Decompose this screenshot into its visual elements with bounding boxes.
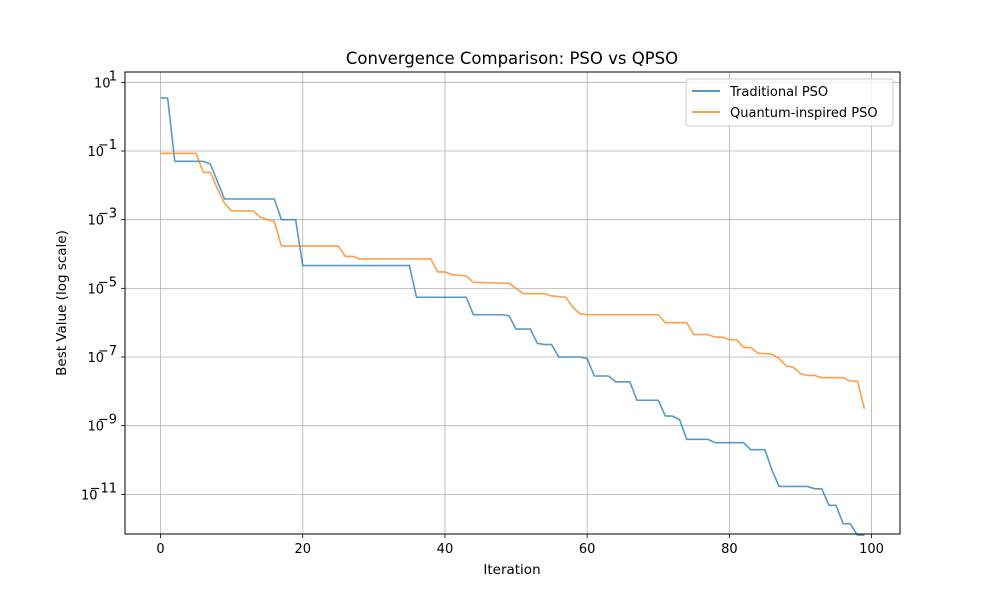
- x-tick-label: 20: [294, 542, 311, 557]
- y-tick-exponent: −5: [98, 275, 117, 290]
- y-tick-exponent: −9: [98, 413, 117, 428]
- y-tick-mantissa: 10: [87, 214, 104, 229]
- y-tick-mantissa: 10: [94, 76, 111, 91]
- plot-frame: [124, 71, 901, 535]
- x-tick-label: 60: [579, 542, 596, 557]
- y-tick-label: 10−11: [81, 481, 117, 503]
- y-tick-exponent: 1: [109, 69, 117, 84]
- y-tick-exponent: −11: [90, 481, 117, 496]
- y-tick-label: 101: [94, 69, 117, 91]
- legend-box: [685, 78, 894, 127]
- y-tick-label: 10−1: [87, 138, 117, 160]
- legend-label-traditional-pso: Traditional PSO: [729, 85, 828, 100]
- legend-label-quantum-inspired-pso: Quantum-inspired PSO: [730, 106, 878, 121]
- y-tick-mantissa: 10: [87, 420, 104, 435]
- y-tick-exponent: −7: [98, 344, 117, 359]
- chart-title: Convergence Comparison: PSO vs QPSO: [346, 49, 678, 68]
- y-axis-label: Best Value (log scale): [54, 230, 70, 376]
- y-tick-mantissa: 10: [87, 145, 104, 160]
- x-axis: 0 20 40 60 80 100: [156, 534, 884, 557]
- y-tick-mantissa: 10: [87, 351, 104, 366]
- x-tick-label: 100: [859, 542, 884, 557]
- y-tick-label: 10−9: [87, 413, 117, 435]
- y-tick-label: 10−7: [87, 344, 117, 366]
- y-tick-label: 10−5: [87, 275, 117, 297]
- x-tick-label: 80: [721, 542, 738, 557]
- y-tick-label: 10−3: [87, 207, 117, 229]
- x-axis-label: Iteration: [483, 562, 540, 578]
- y-tick-exponent: −3: [98, 207, 117, 222]
- series-line-quantum-inspired-pso: [160, 152, 866, 410]
- series-layer: [160, 97, 866, 536]
- x-tick-label: 0: [156, 542, 164, 557]
- y-tick-mantissa: 10: [81, 488, 98, 503]
- y-tick-mantissa: 10: [87, 282, 104, 297]
- legend: Traditional PSO Quantum-inspired PSO: [685, 78, 894, 127]
- x-tick-label: 40: [437, 542, 454, 557]
- y-tick-exponent: −1: [98, 138, 117, 153]
- series-line-traditional-pso: [160, 97, 865, 536]
